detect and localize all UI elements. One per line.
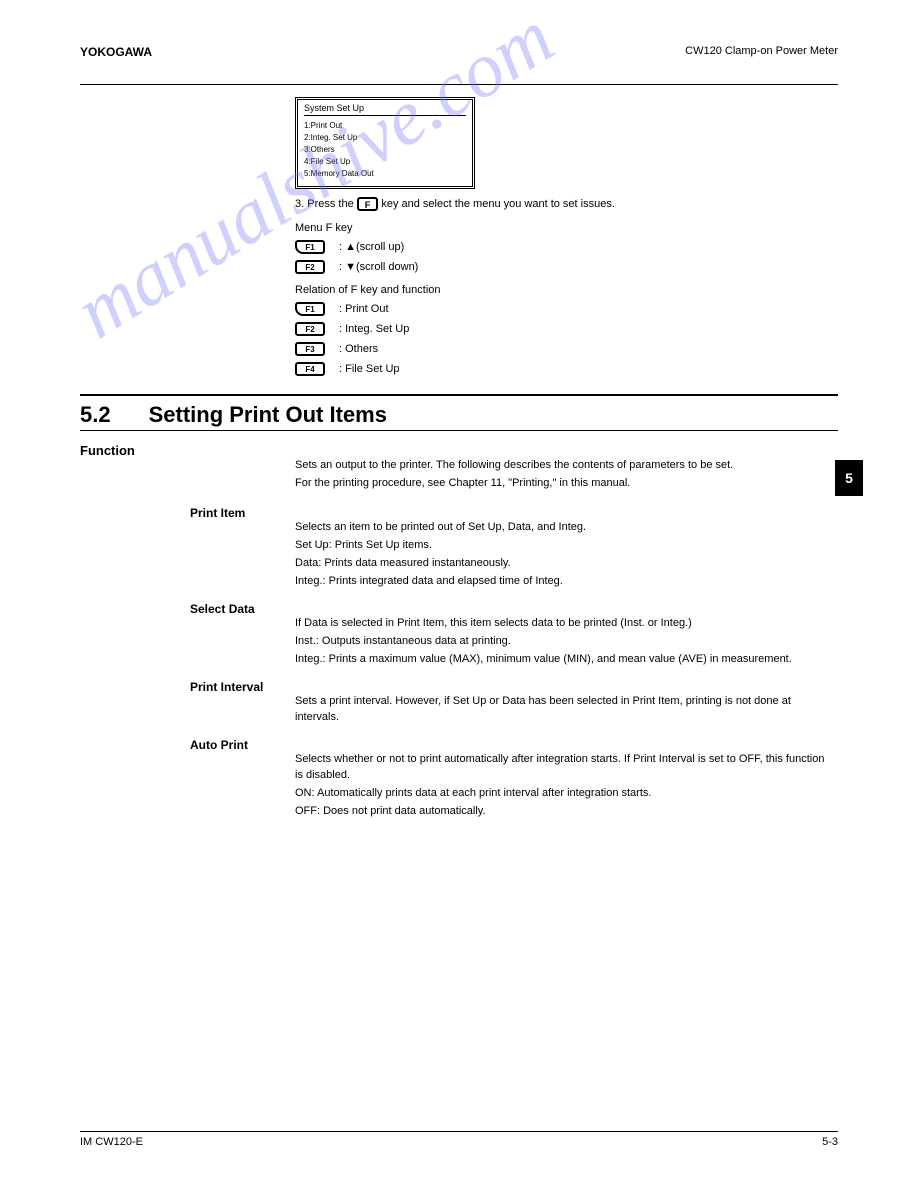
f-key-icon: F: [357, 197, 379, 211]
f1-key-icon: F1: [295, 302, 325, 316]
f2-key-icon: F2: [295, 322, 325, 336]
sub-line: If Data is selected in Print Item, this …: [295, 616, 835, 632]
sub-title: Select Data: [190, 602, 838, 616]
sub-body: If Data is selected in Print Item, this …: [295, 616, 835, 668]
key-row: F1 : Print Out: [295, 302, 838, 316]
sub-title: Print Interval: [190, 680, 838, 694]
section-number: 5.2: [80, 402, 111, 428]
key-row: F4 : File Set Up: [295, 362, 838, 376]
sub-line: Data: Prints data measured instantaneous…: [295, 556, 835, 572]
sub-line: Inst.: Outputs instantaneous data at pri…: [295, 634, 835, 650]
lcd-display: System Set Up 1:Print Out 2:Integ. Set U…: [295, 97, 475, 189]
key-row: F2 : Integ. Set Up: [295, 322, 838, 336]
chapter-tab: 5: [835, 460, 863, 496]
key-row: F1 : ▲(scroll up): [295, 240, 838, 254]
display-item: 4:File Set Up: [304, 156, 466, 168]
display-item: 3:Others: [304, 144, 466, 156]
sub-line: Sets a print interval. However, if Set U…: [295, 694, 835, 726]
function-para: For the printing procedure, see Chapter …: [295, 476, 835, 492]
key-label: : Print Out: [339, 303, 389, 315]
page-footer: IM CW120-E 5-3: [80, 1131, 838, 1148]
sub-line: OFF: Does not print data automatically.: [295, 804, 835, 820]
function-label: Function: [80, 443, 838, 458]
key-label: : File Set Up: [339, 363, 400, 375]
sub-line: ON: Automatically prints data at each pr…: [295, 786, 835, 802]
section-title: Setting Print Out Items: [149, 402, 838, 428]
section-divider-top: [80, 394, 838, 396]
display-title: System Set Up: [304, 103, 466, 113]
function-para: Sets an output to the printer. The follo…: [295, 458, 835, 474]
header-divider: [80, 84, 838, 85]
footer-doc-id: IM CW120-E: [80, 1136, 143, 1148]
key-label: : Others: [339, 343, 378, 355]
sub-line: Integ.: Prints integrated data and elaps…: [295, 574, 835, 590]
sub-body: Selects an item to be printed out of Set…: [295, 520, 835, 590]
sub-body: Selects whether or not to print automati…: [295, 752, 835, 820]
step3-prefix: 3. Press the: [295, 198, 357, 210]
function-body: Sets an output to the printer. The follo…: [295, 458, 835, 492]
menu-f-heading: Menu F key: [295, 222, 838, 234]
sub-body: Sets a print interval. However, if Set U…: [295, 694, 835, 726]
f2-key-icon: F2: [295, 260, 325, 274]
header-model: CW120 Clamp-on Power Meter: [685, 45, 838, 59]
f3-key-icon: F3: [295, 342, 325, 356]
f4-key-icon: F4: [295, 362, 325, 376]
relation-heading: Relation of F key and function: [295, 284, 838, 296]
section-divider-bottom: [80, 430, 838, 431]
f1-key-icon: F1: [295, 240, 325, 254]
sub-line: Selects an item to be printed out of Set…: [295, 520, 835, 536]
key-label: : Integ. Set Up: [339, 323, 409, 335]
sub-line: Selects whether or not to print automati…: [295, 752, 835, 784]
display-item: 5:Memory Data Out: [304, 168, 466, 180]
sub-line: Integ.: Prints a maximum value (MAX), mi…: [295, 652, 835, 668]
sub-title: Auto Print: [190, 738, 838, 752]
header-brand: YOKOGAWA: [80, 45, 152, 59]
footer-page-num: 5-3: [822, 1136, 838, 1148]
sub-title: Print Item: [190, 506, 838, 520]
step3-suffix: key and select the menu you want to set …: [381, 198, 615, 210]
sub-line: Set Up: Prints Set Up items.: [295, 538, 835, 554]
key-row: F3 : Others: [295, 342, 838, 356]
key-label: : ▼(scroll down): [339, 261, 418, 273]
section-header: 5.2 Setting Print Out Items: [80, 402, 838, 428]
step-3: 3. Press the F key and select the menu y…: [295, 197, 795, 212]
display-item: 1:Print Out: [304, 120, 466, 132]
key-label: : ▲(scroll up): [339, 241, 404, 253]
key-row: F2 : ▼(scroll down): [295, 260, 838, 274]
display-item: 2:Integ. Set Up: [304, 132, 466, 144]
